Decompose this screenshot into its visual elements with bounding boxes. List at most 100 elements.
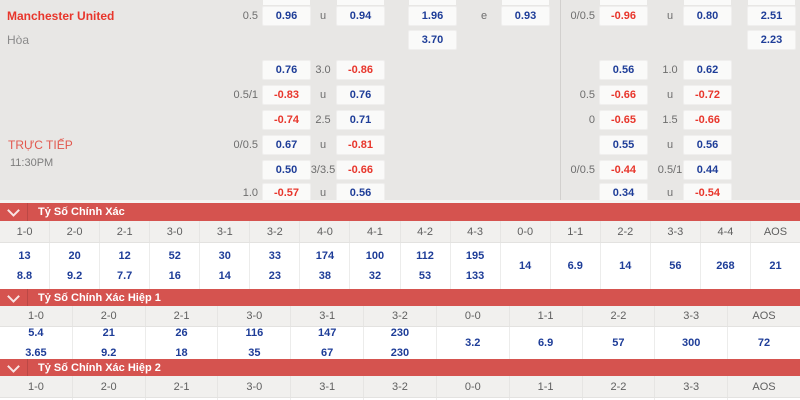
odds-price-button[interactable]: 3.70 (409, 31, 456, 49)
score-odds-cell[interactable]: 6.9 (510, 327, 583, 359)
odds-price-button[interactable]: -0.96 (600, 7, 647, 25)
score-odds-value: 230 (390, 326, 410, 339)
odds-price-button[interactable]: 0.94 (337, 7, 384, 25)
score-odds-value: 100 (365, 249, 385, 262)
score-odds-value: 5.4 (28, 326, 44, 339)
over-under-label: u (666, 139, 674, 151)
score-odds-cell[interactable]: 3.2 (437, 327, 510, 359)
odds-price-button[interactable]: 0.62 (684, 61, 731, 79)
draw-label: Hòa (7, 33, 30, 47)
handicap-label: 1.0 (242, 187, 258, 199)
score-odds-value: 14 (218, 269, 231, 282)
score-column-header: 3-0 (218, 376, 292, 397)
score-odds-cell[interactable]: 5.4 3.65 (0, 327, 73, 359)
score-column-headers: 1-0 2-0 2-1 3-0 3-1 3-2 0-0 1-1 2-2 3-3 AOS (0, 376, 800, 398)
odds-price-button[interactable]: 0.56 (600, 61, 647, 79)
score-odds-cell[interactable]: 20 9.2 (50, 243, 101, 289)
score-column-header: 1-1 (510, 376, 583, 397)
score-column-header: 0-0 (501, 221, 551, 242)
odds-price-button[interactable]: 0.71 (337, 111, 384, 129)
section-title: Tỷ Số Chính Xác (38, 206, 125, 218)
section-header-bar[interactable]: Tỷ Số Chính Xác Hiệp 1 (0, 289, 800, 306)
odds-price-button[interactable]: 1.96 (409, 7, 456, 25)
score-column-header: AOS (763, 225, 788, 238)
odds-price-button[interactable]: 0.34 (600, 184, 647, 202)
odds-price-button[interactable]: -0.66 (600, 86, 647, 104)
odds-price-button[interactable]: -0.72 (684, 86, 731, 104)
odds-price-button[interactable]: 0.93 (502, 7, 549, 25)
score-odds-cell[interactable]: 12 7.7 (100, 243, 151, 289)
odds-price-button[interactable]: 0.44 (684, 161, 731, 179)
score-column-header: 3-2 (250, 221, 301, 242)
odds-price-button[interactable]: -0.44 (600, 161, 647, 179)
score-column-header: 3-3 (655, 306, 729, 326)
collapse-toggle[interactable] (0, 203, 28, 221)
score-column-header: 2-1 (146, 376, 219, 397)
score-odds-cell (291, 398, 365, 400)
over-under-label: u (319, 139, 327, 151)
collapse-toggle[interactable] (0, 359, 28, 376)
home-team-name[interactable]: Manchester United (7, 9, 115, 23)
score-odds-cell[interactable]: 21 (751, 243, 800, 289)
odds-price-button[interactable]: 0.67 (263, 136, 310, 154)
score-column-header: 1-0 (0, 306, 73, 326)
score-column-header: 4-3 (451, 221, 501, 242)
collapse-toggle[interactable] (0, 289, 28, 306)
score-odds-cell[interactable]: 174 38 (300, 243, 351, 289)
score-odds-cell[interactable]: 230 230 (364, 327, 437, 359)
odds-price-button[interactable]: 0.56 (684, 136, 731, 154)
score-odds-cell[interactable]: 6.9 (551, 243, 601, 289)
score-column-headers: 1-0 2-0 2-1 3-0 3-1 3-2 0-0 1-1 2-2 3-3 AOS (0, 306, 800, 327)
score-odds-value: 35 (248, 346, 261, 359)
score-odds-cell[interactable]: 56 (651, 243, 701, 289)
score-odds-cell[interactable]: 300 (655, 327, 729, 359)
odds-price-button[interactable]: -0.86 (337, 61, 384, 79)
odds-price-button[interactable]: 0.96 (263, 7, 310, 25)
score-odds-cell[interactable]: 30 14 (200, 243, 251, 289)
score-odds-cell[interactable]: 72 (728, 327, 800, 359)
odds-price-button[interactable]: -0.66 (337, 161, 384, 179)
score-odds-cell[interactable]: 147 67 (291, 327, 365, 359)
score-column-header: 2-2 (583, 306, 656, 326)
odds-price-button[interactable]: -0.66 (684, 111, 731, 129)
odds-price-button[interactable]: 0.55 (600, 136, 647, 154)
score-odds-value: 18 (175, 346, 188, 359)
score-odds-value: 33 (268, 249, 281, 262)
odds-price-button[interactable]: -0.54 (684, 184, 731, 202)
score-column-header: 1-1 (551, 221, 601, 242)
odds-price-button[interactable]: 2.51 (748, 7, 795, 25)
score-odds-row: 5.4 3.65 21 9.2 26 18 116 35 147 67 230 230 3.2 6.9 57… (0, 327, 800, 359)
odds-price-button[interactable]: 0.76 (337, 86, 384, 104)
score-column-header: 2-0 (73, 306, 146, 326)
score-odds-cell (655, 398, 729, 400)
odds-price-button[interactable]: -0.81 (337, 136, 384, 154)
odds-price-button[interactable]: -0.83 (263, 86, 310, 104)
over-under-label: u (319, 10, 327, 22)
score-odds-cell[interactable]: 268 (701, 243, 751, 289)
odds-price-button[interactable]: -0.65 (600, 111, 647, 129)
odds-price-button[interactable]: -0.57 (263, 184, 310, 202)
score-odds-cell[interactable]: 100 32 (350, 243, 401, 289)
odds-price-button[interactable]: 0.76 (263, 61, 310, 79)
section-header-bar[interactable]: Tỷ Số Chính Xác Hiệp 2 (0, 359, 800, 376)
odds-price-button[interactable]: 2.23 (748, 31, 795, 49)
score-odds-cell[interactable]: 116 35 (218, 327, 292, 359)
odds-price-button[interactable]: 0.50 (263, 161, 310, 179)
score-odds-cell[interactable]: 26 18 (146, 327, 219, 359)
score-odds-cell[interactable]: 195 133 (451, 243, 501, 289)
clipped-odds-box (600, 0, 647, 5)
odds-price-button[interactable]: 0.80 (684, 7, 731, 25)
score-odds-cell[interactable]: 13 8.8 (0, 243, 51, 289)
score-odds-cell[interactable]: 14 (601, 243, 651, 289)
odds-price-button[interactable]: -0.74 (263, 111, 310, 129)
score-odds-cell (510, 398, 583, 400)
score-odds-cell[interactable]: 21 9.2 (73, 327, 146, 359)
score-odds-value: 32 (368, 269, 382, 282)
score-odds-cell[interactable]: 112 53 (401, 243, 451, 289)
score-odds-cell[interactable]: 57 (583, 327, 656, 359)
odds-price-button[interactable]: 0.56 (337, 184, 384, 202)
section-header-bar[interactable]: Tỷ Số Chính Xác (0, 203, 800, 221)
score-odds-cell[interactable]: 52 16 (150, 243, 201, 289)
score-odds-cell[interactable]: 14 (501, 243, 551, 289)
score-odds-cell[interactable]: 33 23 (250, 243, 301, 289)
